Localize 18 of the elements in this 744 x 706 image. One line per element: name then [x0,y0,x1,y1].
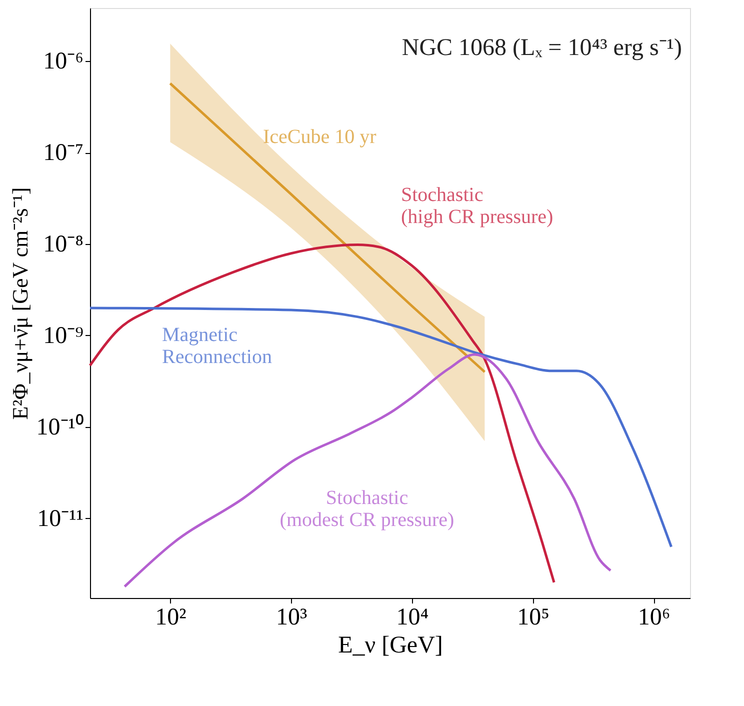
x-tick-label: 10³ [276,604,308,630]
series-label: Stochastic (high CR pressure) [401,184,554,228]
y-tick-label: 10⁻⁷ [43,140,84,166]
y-tick-label: 10⁻¹¹ [37,506,84,532]
y-tick-label: 10⁻⁸ [43,232,84,258]
y-tick-label: 10⁻¹⁰ [36,413,84,440]
text: NGC 1068 (Lₓ = 10⁴³ erg s⁻¹) [402,35,682,61]
y-axis-title: E²Φ_νμ+ν̄μ [GeV cm⁻²s⁻¹] [7,187,32,420]
x-tick-label: 10⁶ [638,604,670,630]
x-tick-label: 10⁴ [396,604,429,630]
x-axis-title: E_ν [GeV] [338,632,443,658]
series-label: Stochastic (modest CR pressure) [280,487,454,531]
series-label: Magnetic Reconnection [162,324,272,368]
y-tick-label: 10⁻⁶ [43,48,84,75]
y-tick-label: 10⁻⁹ [43,322,84,349]
series-label: IceCube 10 yr [263,126,377,148]
x-tick-label: 10² [155,604,186,630]
x-tick-label: 10⁵ [517,604,550,630]
